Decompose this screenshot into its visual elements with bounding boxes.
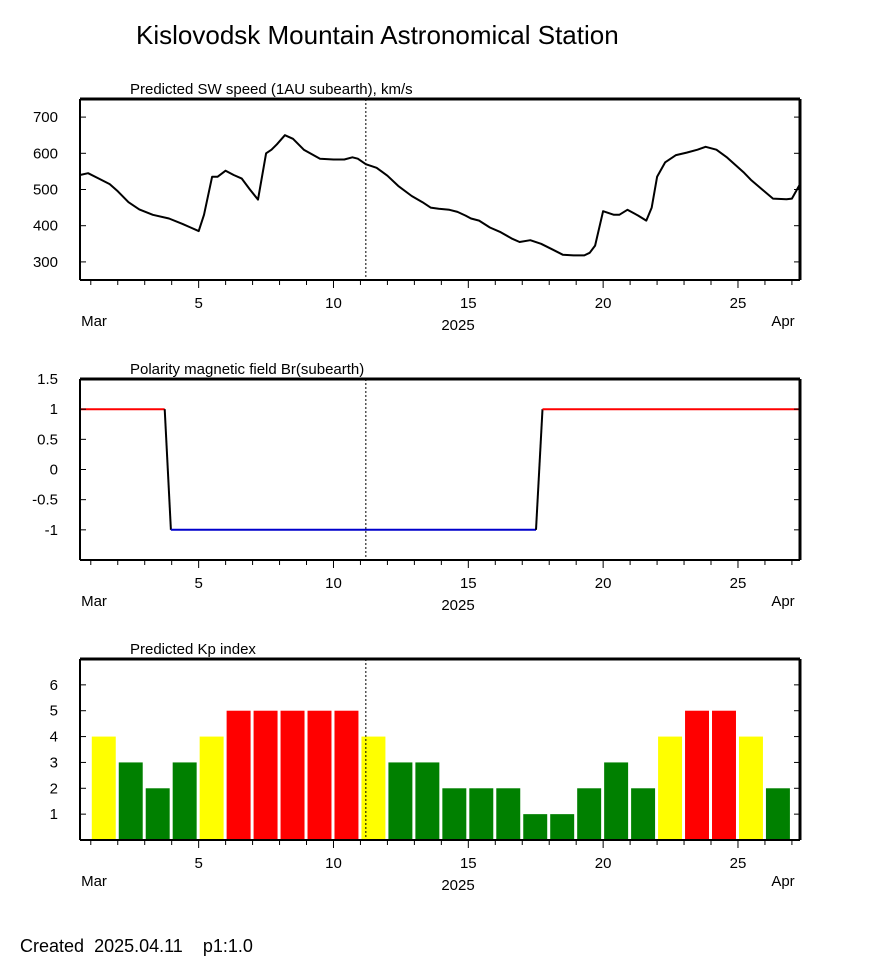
- x-axis-label: 2025: [441, 317, 474, 334]
- kp-bar: [334, 710, 359, 840]
- y-tick-label: 400: [33, 218, 58, 235]
- y-tick-label: 300: [33, 254, 58, 271]
- y-tick-label: 1: [50, 401, 58, 418]
- kp-bar: [550, 814, 575, 840]
- series-line: [535, 409, 544, 530]
- kp-bar: [199, 736, 224, 840]
- kp-bar: [388, 762, 413, 840]
- kp-bar: [765, 788, 790, 840]
- chart-title: Polarity magnetic field Br(subearth): [130, 361, 364, 378]
- y-tick-label: 0.5: [37, 431, 58, 448]
- y-tick-label: 500: [33, 182, 58, 199]
- kp-bar: [712, 710, 736, 840]
- page-title: Kislovodsk Mountain Astronomical Station: [136, 20, 619, 50]
- series-line: [163, 409, 172, 530]
- y-tick-label: 1.5: [37, 371, 58, 388]
- x-tick-label: 25: [730, 575, 747, 592]
- chart-panel-3: Predicted Kp index: [79, 641, 802, 848]
- created-label: Created: [20, 936, 85, 956]
- kp-bar: [523, 814, 548, 840]
- y-tick-label: 6: [50, 677, 58, 694]
- x-tick-label: 10: [325, 855, 342, 872]
- y-tick-label: 1: [50, 806, 58, 823]
- kp-bar: [145, 788, 170, 840]
- x-start-label: Mar: [81, 873, 107, 890]
- y-tick-label: 600: [33, 145, 58, 162]
- x-tick-label: 25: [730, 295, 747, 312]
- x-tick-label: 15: [460, 575, 477, 592]
- kp-bar: [118, 762, 143, 840]
- y-tick-label: 3: [50, 754, 58, 771]
- created-date: 2025.04.11: [94, 936, 183, 956]
- chart-panel-1: Predicted SW speed (1AU subearth), km/s: [79, 81, 802, 288]
- chart-title: Predicted Kp index: [130, 641, 256, 658]
- x-tick-label: 5: [194, 855, 202, 872]
- kp-bar: [658, 736, 683, 840]
- y-tick-label: -0.5: [32, 492, 58, 509]
- chart-title: Predicted SW speed (1AU subearth), km/s: [130, 81, 413, 98]
- y-tick-label: 0: [50, 462, 58, 479]
- x-end-label: Apr: [771, 873, 794, 890]
- series-line: [79, 134, 801, 257]
- x-tick-label: 10: [325, 295, 342, 312]
- kp-bar: [738, 736, 763, 840]
- y-tick-label: -1: [45, 522, 58, 539]
- chart-panel-2: Polarity magnetic field Br(subearth): [79, 361, 802, 568]
- kp-bar: [172, 762, 197, 840]
- x-start-label: Mar: [81, 593, 107, 610]
- x-tick-label: 20: [595, 855, 612, 872]
- kp-bar: [496, 788, 521, 840]
- kp-bar: [415, 762, 440, 840]
- kp-bar: [442, 788, 467, 840]
- y-tick-label: 4: [50, 729, 58, 746]
- x-tick-label: 15: [460, 295, 477, 312]
- kp-bar: [577, 788, 602, 840]
- kp-bar: [226, 710, 251, 840]
- y-tick-label: 2: [50, 780, 58, 797]
- kp-bar: [91, 736, 116, 840]
- kp-bar: [280, 710, 305, 840]
- y-tick-label: 700: [33, 109, 58, 126]
- kp-bar: [253, 710, 278, 840]
- footer-created: Created 2025.04.11 p1:1.0: [20, 936, 253, 957]
- kp-bar: [604, 762, 629, 840]
- x-tick-label: 25: [730, 855, 747, 872]
- x-tick-label: 5: [194, 295, 202, 312]
- x-tick-label: 20: [595, 295, 612, 312]
- x-axis-label: 2025: [441, 877, 474, 894]
- x-end-label: Apr: [771, 313, 794, 330]
- kp-bar: [361, 736, 386, 840]
- kp-bar: [631, 788, 656, 840]
- version-label: p1:1.0: [202, 936, 253, 956]
- y-tick-label: 5: [50, 703, 58, 720]
- x-end-label: Apr: [771, 593, 794, 610]
- kp-bar: [469, 788, 494, 840]
- x-tick-label: 10: [325, 575, 342, 592]
- x-start-label: Mar: [81, 313, 107, 330]
- x-tick-label: 20: [595, 575, 612, 592]
- kp-bar: [685, 710, 710, 840]
- kp-bar: [307, 710, 332, 840]
- x-tick-label: 5: [194, 575, 202, 592]
- x-tick-label: 15: [460, 855, 477, 872]
- x-axis-label: 2025: [441, 597, 474, 614]
